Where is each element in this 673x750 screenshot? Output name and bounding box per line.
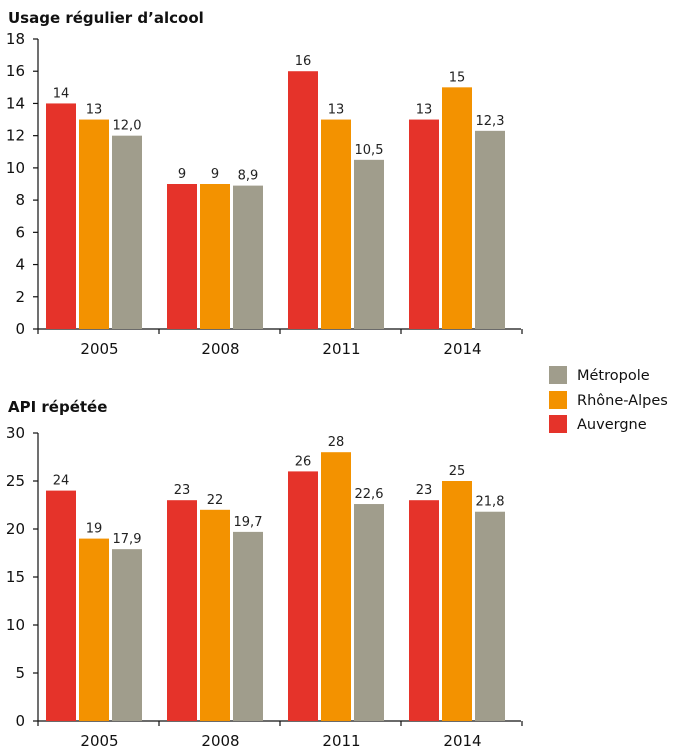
bar-auvergne-2008 bbox=[167, 500, 197, 721]
data-label: 24 bbox=[53, 474, 70, 489]
bar-m-tropole-2014 bbox=[475, 511, 505, 721]
chart-usage-regulier: Usage régulier d’alcool 0 2 4 6 8 10 12 14 16 18 2… bbox=[6, 9, 523, 358]
chart-title: API répétée bbox=[8, 398, 107, 416]
chart-title: Usage régulier d’alcool bbox=[8, 9, 204, 27]
data-label: 13 bbox=[328, 103, 345, 118]
bar-rh-ne-alpes-2005 bbox=[79, 538, 109, 721]
data-label: 12,3 bbox=[476, 114, 505, 129]
x-tick-label: 2008 bbox=[201, 732, 239, 750]
y-tick-label: 10 bbox=[6, 616, 25, 634]
data-label: 25 bbox=[449, 464, 466, 479]
x-tick-label: 2014 bbox=[443, 340, 481, 358]
legend-swatch-auvergne bbox=[549, 415, 567, 433]
y-tick-label: 18 bbox=[6, 30, 25, 48]
bar-auvergne-2011 bbox=[288, 471, 318, 721]
y-tick-label: 15 bbox=[6, 568, 25, 586]
y-tick-label: 20 bbox=[6, 520, 25, 538]
data-label: 14 bbox=[53, 86, 70, 101]
bar-auvergne-2014 bbox=[409, 119, 439, 329]
y-tick-label: 4 bbox=[15, 256, 25, 274]
legend-label-metropole: Métropole bbox=[577, 368, 650, 384]
y-tick-label: 10 bbox=[6, 159, 25, 177]
bar-rh-ne-alpes-2014 bbox=[442, 481, 472, 721]
bar-m-tropole-2011 bbox=[354, 504, 384, 721]
y-tick-label: 14 bbox=[6, 94, 25, 112]
chart-bars bbox=[46, 452, 505, 721]
legend-swatch-rhone-alpes bbox=[549, 391, 567, 409]
bar-auvergne-2005 bbox=[46, 103, 76, 329]
data-label: 15 bbox=[449, 70, 466, 85]
legend-label-auvergne: Auvergne bbox=[577, 417, 647, 433]
legend-label-rhone-alpes: Rhône-Alpes bbox=[577, 393, 668, 409]
y-tick-label: 2 bbox=[15, 288, 25, 306]
data-label: 10,5 bbox=[355, 143, 384, 158]
y-tick-label: 8 bbox=[15, 191, 25, 209]
data-label: 23 bbox=[416, 483, 433, 498]
y-tick-label: 5 bbox=[15, 664, 25, 682]
data-label: 22,6 bbox=[355, 487, 384, 502]
data-label: 26 bbox=[295, 454, 312, 469]
y-tick-label: 12 bbox=[6, 127, 25, 145]
x-tick-label: 2011 bbox=[322, 340, 360, 358]
data-label: 12,0 bbox=[113, 119, 142, 134]
data-label: 28 bbox=[328, 435, 345, 450]
y-tick-label: 25 bbox=[6, 472, 25, 490]
chart-axes: 0 2 4 6 8 10 12 14 16 18 2005 2008 2011 2014 bbox=[6, 30, 523, 358]
data-label: 19,7 bbox=[234, 515, 263, 530]
bar-rh-ne-alpes-2008 bbox=[200, 184, 230, 329]
bar-m-tropole-2008 bbox=[233, 185, 263, 329]
data-label: 23 bbox=[174, 483, 191, 498]
chart-bars bbox=[46, 71, 505, 329]
bar-auvergne-2011 bbox=[288, 71, 318, 329]
x-tick-label: 2014 bbox=[443, 732, 481, 750]
chart-data-labels: 14 13 12,0 9 9 8,9 16 13 10,5 13 15 12,3 bbox=[53, 54, 505, 183]
data-label: 22 bbox=[207, 493, 224, 508]
x-tick-label: 2005 bbox=[80, 732, 118, 750]
bar-auvergne-2008 bbox=[167, 184, 197, 329]
data-label: 9 bbox=[211, 167, 219, 182]
bar-rh-ne-alpes-2005 bbox=[79, 119, 109, 329]
bar-rh-ne-alpes-2011 bbox=[321, 452, 351, 721]
bar-m-tropole-2008 bbox=[233, 531, 263, 721]
y-tick-label: 30 bbox=[6, 424, 25, 442]
bar-auvergne-2005 bbox=[46, 490, 76, 721]
y-tick-label: 0 bbox=[15, 320, 25, 338]
data-label: 21,8 bbox=[476, 495, 505, 510]
legend: Métropole Rhône-Alpes Auvergne bbox=[549, 366, 668, 433]
x-tick-label: 2005 bbox=[80, 340, 118, 358]
x-tick-label: 2011 bbox=[322, 732, 360, 750]
data-label: 8,9 bbox=[238, 169, 259, 184]
y-tick-label: 6 bbox=[15, 223, 25, 241]
bar-rh-ne-alpes-2014 bbox=[442, 87, 472, 329]
data-label: 13 bbox=[86, 103, 103, 118]
bar-m-tropole-2014 bbox=[475, 130, 505, 329]
data-label: 17,9 bbox=[113, 532, 142, 547]
y-tick-label: 16 bbox=[6, 62, 25, 80]
bar-rh-ne-alpes-2011 bbox=[321, 119, 351, 329]
bar-rh-ne-alpes-2008 bbox=[200, 509, 230, 721]
bar-m-tropole-2011 bbox=[354, 159, 384, 329]
chart-data-labels: 24 19 17,9 23 22 19,7 26 28 22,6 23 25 21,8 bbox=[53, 435, 505, 547]
bar-m-tropole-2005 bbox=[112, 549, 142, 721]
y-tick-label: 0 bbox=[15, 712, 25, 730]
data-label: 13 bbox=[416, 103, 433, 118]
data-label: 19 bbox=[86, 522, 103, 537]
data-label: 16 bbox=[295, 54, 312, 69]
bar-m-tropole-2005 bbox=[112, 135, 142, 329]
x-tick-label: 2008 bbox=[201, 340, 239, 358]
data-label: 9 bbox=[178, 167, 186, 182]
legend-swatch-metropole bbox=[549, 366, 567, 384]
chart-api-repetee: API répétée 0 5 10 15 20 25 30 2005 2008 2011 2014… bbox=[6, 398, 523, 750]
bar-auvergne-2014 bbox=[409, 500, 439, 721]
